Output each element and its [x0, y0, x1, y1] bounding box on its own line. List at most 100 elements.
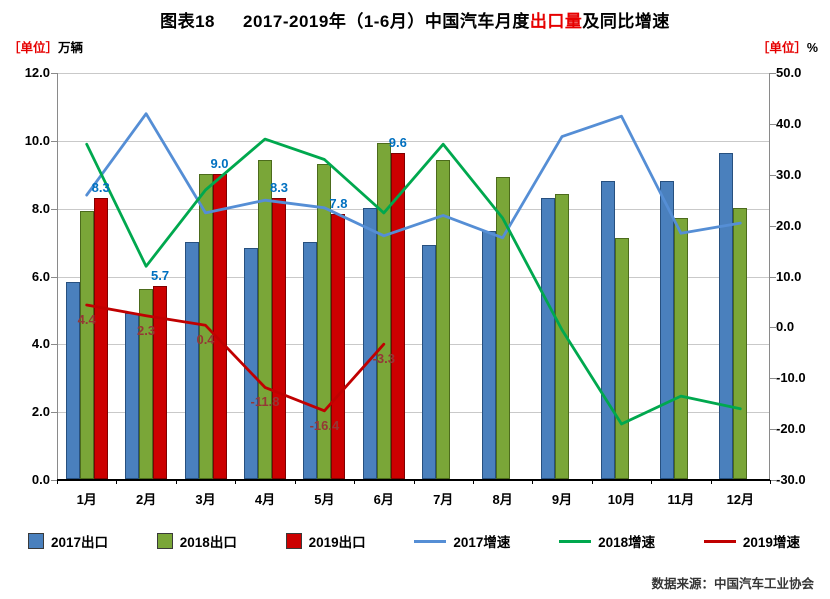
left-axis-tick — [51, 344, 57, 346]
right-axis-unit: ［单位］% — [757, 37, 818, 56]
legend-item-2019出口: 2019出口 — [285, 531, 366, 551]
right-axis-tick — [770, 174, 776, 176]
bar-2019出口 — [212, 173, 227, 479]
right-axis-tick — [770, 480, 776, 481]
left-axis-tick — [51, 276, 57, 278]
legend-item-2019增速: 2019增速 — [703, 531, 800, 551]
x-axis-label: 4月 — [254, 492, 276, 507]
bar-2018出口 — [436, 160, 451, 479]
x-axis-label: 5月 — [314, 492, 335, 507]
x-axis-tick — [294, 480, 296, 484]
gridline — [57, 73, 770, 74]
bar-value-label: 7.8 — [329, 196, 348, 212]
bar-2017出口 — [422, 245, 437, 479]
bar-2018出口 — [495, 177, 510, 479]
legend-swatch-square — [285, 533, 302, 549]
bar-value-label: 8.3 — [91, 179, 110, 195]
x-axis-tick — [57, 480, 58, 484]
line-2017增速 — [85, 112, 742, 240]
bar-2018出口 — [258, 160, 272, 479]
chart-title: 图表18 2017-2019年（1-6月）中国汽车月度出口量及同比增速 — [0, 7, 830, 32]
legend-label: 2019出口 — [308, 535, 366, 550]
bar-2019出口 — [93, 197, 108, 479]
right-unit-bracket: ［单位］ — [756, 41, 807, 55]
right-axis-tick-label: 40.0 — [776, 115, 802, 131]
bar-2017出口 — [65, 282, 80, 479]
x-axis-line — [57, 479, 770, 481]
right-axis-tick — [770, 73, 776, 74]
right-axis-tick — [770, 378, 776, 380]
x-axis-tick — [591, 480, 593, 484]
x-axis-label: 6月 — [373, 492, 394, 507]
right-axis-tick-label: -20.0 — [776, 421, 806, 437]
legend-swatch-square — [156, 533, 173, 549]
bar-2018出口 — [614, 238, 629, 479]
left-axis-tick — [51, 480, 57, 481]
left-axis-unit: ［单位］万辆 — [8, 37, 83, 56]
right-axis-tick — [770, 429, 776, 431]
left-axis-tick — [51, 140, 57, 142]
left-axis-tick-label: 10.0 — [24, 132, 50, 148]
x-axis-label: 8月 — [492, 492, 513, 507]
bar-2017出口 — [184, 241, 199, 479]
bar-2017出口 — [303, 241, 318, 479]
bar-2018出口 — [733, 207, 748, 479]
x-axis-tick — [472, 480, 474, 484]
bar-2017出口 — [719, 153, 734, 479]
x-axis-label: 2月 — [135, 492, 157, 507]
left-axis-tick-label: 8.0 — [31, 200, 50, 216]
legend-swatch-square — [28, 533, 44, 549]
bar-value-label: 8.3 — [269, 179, 289, 195]
legend-item-2017增速: 2017增速 — [414, 531, 510, 551]
x-axis-label: 12月 — [726, 492, 755, 507]
left-axis-tick — [51, 73, 57, 74]
bar-2017出口 — [125, 312, 140, 479]
line-value-label: 4.4 — [77, 312, 96, 327]
right-axis-tick-label: 20.0 — [776, 217, 802, 233]
bar-2018出口 — [198, 173, 213, 479]
bar-2017出口 — [600, 180, 615, 479]
bar-2019出口 — [331, 214, 346, 479]
x-axis-label: 1月 — [76, 492, 97, 507]
bar-2017出口 — [244, 248, 258, 479]
x-axis-label: 10月 — [607, 492, 636, 507]
bar-2017出口 — [481, 231, 496, 479]
bar-2018出口 — [555, 194, 569, 479]
gridline — [57, 140, 770, 142]
right-axis-line — [769, 73, 770, 480]
x-axis-tick — [710, 480, 712, 484]
line-value-label: -16.4 — [309, 417, 340, 433]
legend-label: 2018出口 — [179, 535, 237, 550]
legend-label: 2017出口 — [51, 535, 109, 550]
figure-number: 图表18 — [160, 12, 216, 31]
bar-2018出口 — [673, 217, 688, 479]
line-value-label: -11.8 — [250, 394, 280, 410]
title-highlight: 出口量 — [529, 12, 583, 31]
left-axis-tick-label: 4.0 — [31, 336, 50, 352]
right-axis-tick-label: -30.0 — [776, 472, 806, 487]
x-axis-label: 9月 — [551, 492, 573, 507]
legend: 2017出口 2018出口 2019出口 2017增速 2018增速 2019增速 — [28, 531, 800, 551]
legend-label: 2019增速 — [742, 535, 800, 550]
line-value-label: 2.3 — [137, 322, 156, 338]
bar-2017出口 — [659, 180, 674, 479]
left-axis-tick-label: 12.0 — [24, 65, 50, 80]
x-axis-label: 7月 — [433, 492, 454, 507]
bar-value-label: 9.0 — [210, 155, 229, 171]
bar-value-label: 9.6 — [388, 135, 407, 151]
right-axis-tick-label: 10.0 — [776, 268, 802, 284]
bar-2018出口 — [139, 289, 154, 479]
x-axis-tick — [770, 480, 771, 484]
right-axis-tick — [770, 276, 776, 278]
legend-label: 2017增速 — [453, 535, 511, 550]
right-axis-tick — [770, 123, 776, 125]
legend-swatch-line — [414, 539, 447, 543]
left-axis-tick — [51, 412, 57, 414]
line-value-label: -3.3 — [372, 351, 395, 367]
left-axis-tick-label: 6.0 — [31, 268, 50, 284]
bar-2018出口 — [79, 211, 94, 479]
data-source: 数据来源：中国汽车工业协会 — [651, 577, 814, 591]
left-unit-bracket: ［单位］ — [8, 41, 59, 55]
left-axis-line — [57, 73, 58, 480]
